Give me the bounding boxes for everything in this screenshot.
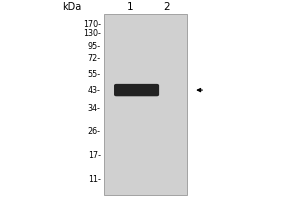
Text: 34-: 34- <box>88 104 101 113</box>
Text: 26-: 26- <box>88 127 101 136</box>
FancyBboxPatch shape <box>114 84 159 96</box>
Text: 55-: 55- <box>88 70 101 79</box>
Bar <box>104 14 187 195</box>
Text: 43-: 43- <box>88 86 101 95</box>
Text: 72-: 72- <box>88 54 101 63</box>
Text: 170-: 170- <box>83 20 101 29</box>
Text: 11-: 11- <box>88 175 101 184</box>
Text: 1: 1 <box>127 2 134 12</box>
Text: 95-: 95- <box>88 42 101 51</box>
Text: 17-: 17- <box>88 151 101 160</box>
Text: 2: 2 <box>163 2 170 12</box>
Text: kDa: kDa <box>62 2 81 12</box>
Text: 130-: 130- <box>83 29 101 38</box>
